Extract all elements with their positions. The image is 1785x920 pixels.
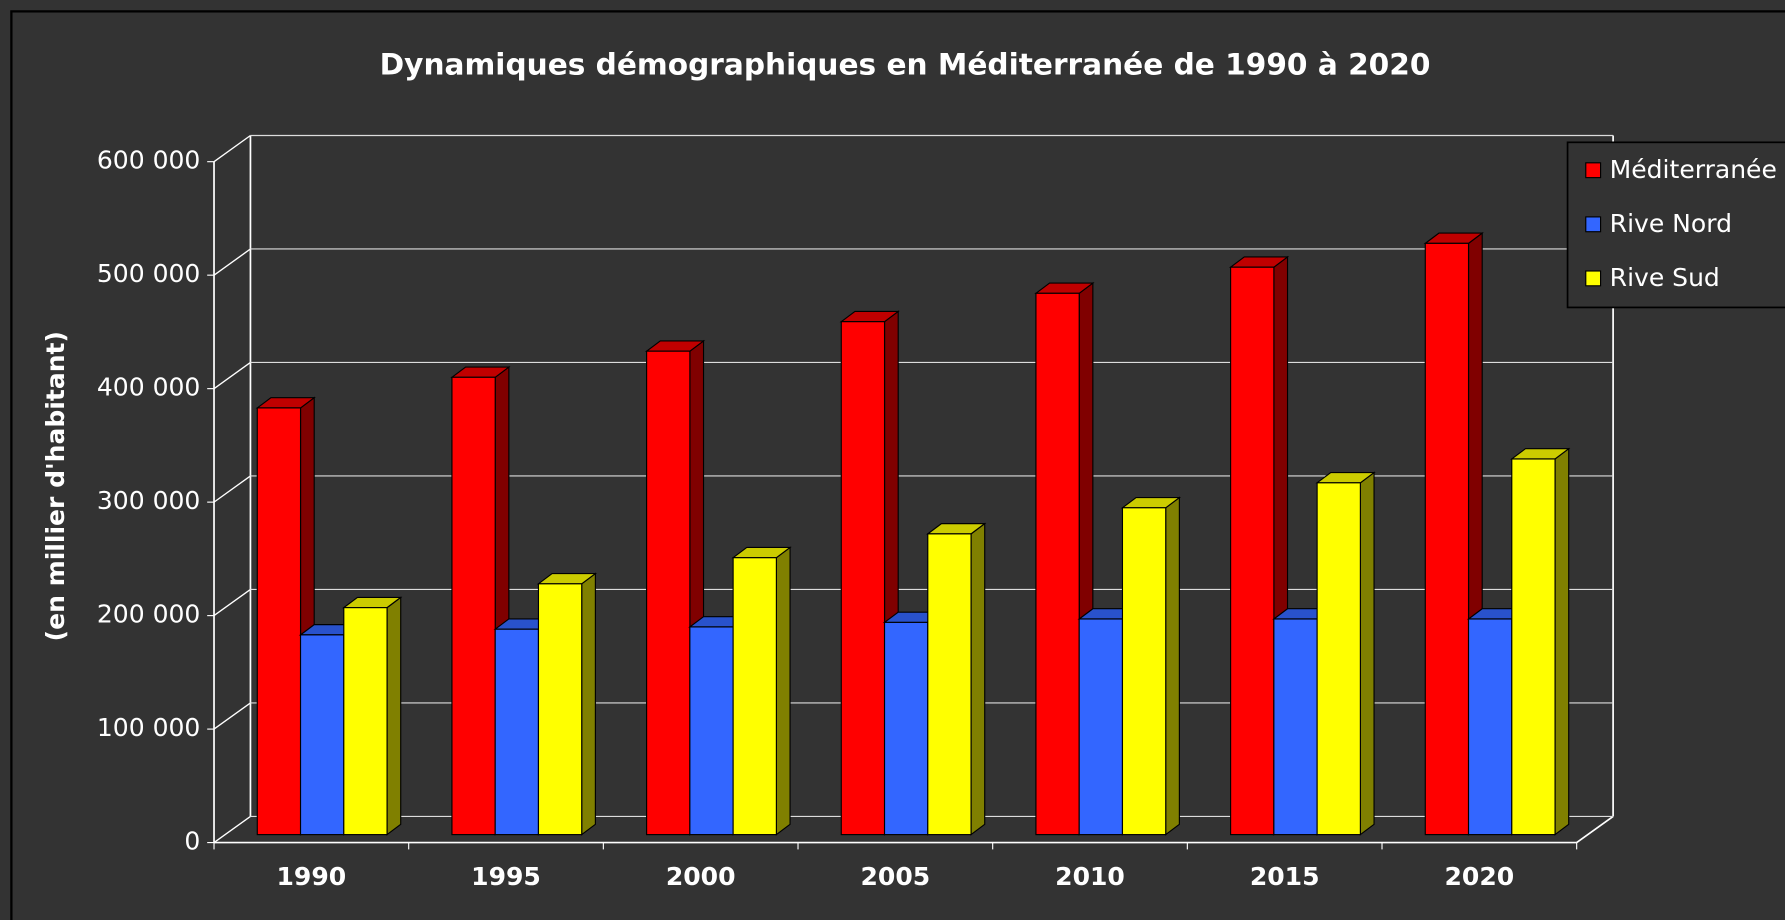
- x-tick-label: 2000: [666, 862, 736, 891]
- y-tick-label: 200 000: [97, 600, 201, 629]
- bar: [1035, 292, 1080, 836]
- bar-side: [386, 596, 402, 836]
- bar: [537, 583, 583, 836]
- bar: [927, 533, 972, 836]
- legend-swatch: [1585, 162, 1602, 179]
- bar: [494, 628, 540, 836]
- y-tick-label: 300 000: [97, 486, 201, 515]
- bar: [1121, 507, 1167, 836]
- bar: [732, 557, 777, 836]
- bar-side: [970, 522, 986, 836]
- grid-line-side: [213, 475, 251, 503]
- y-tick-label: 100 000: [97, 713, 201, 742]
- bar: [299, 634, 345, 836]
- bar: [840, 321, 886, 836]
- legend-label: Rive Nord: [1610, 209, 1732, 238]
- bar-side: [581, 572, 596, 836]
- y-tick-label: 0: [184, 827, 200, 856]
- bar: [451, 376, 496, 836]
- x-tick-label: 2015: [1250, 862, 1320, 891]
- chart-title: Dynamiques démographiques en Méditerrané…: [380, 48, 1431, 82]
- bar: [1424, 242, 1470, 836]
- bar: [1316, 482, 1361, 836]
- legend-label: Rive Sud: [1610, 263, 1720, 292]
- grid-line-side: [213, 248, 251, 276]
- x-tick-label: 2020: [1445, 862, 1515, 891]
- grid-line-side: [213, 588, 251, 617]
- bar: [256, 407, 302, 836]
- legend-swatch: [1585, 270, 1602, 287]
- grid-line-side: [213, 815, 251, 844]
- bar: [689, 626, 734, 836]
- bar: [1273, 618, 1318, 836]
- x-tick-label: 1990: [277, 862, 347, 891]
- legend-swatch: [1585, 216, 1602, 233]
- x-tick-label: 2005: [861, 862, 931, 891]
- grid-line-side: [213, 361, 251, 390]
- floor-right: [1576, 815, 1614, 844]
- bar: [883, 621, 929, 836]
- bar-side: [1165, 496, 1180, 836]
- grid-line-side: [213, 134, 251, 163]
- frame: [10, 10, 1785, 920]
- x-tick-label: 1995: [471, 862, 541, 891]
- bar: [646, 350, 691, 836]
- bar: [1078, 618, 1124, 836]
- bar-side: [775, 546, 791, 836]
- grid-line-side: [213, 702, 251, 730]
- x-tick-label: 2010: [1055, 862, 1125, 891]
- y-tick-label: 500 000: [97, 259, 201, 288]
- y-tick-label: 600 000: [97, 146, 201, 175]
- bar: [1467, 618, 1513, 836]
- bar: [343, 607, 388, 836]
- legend-box: [1566, 141, 1785, 309]
- bar: [1511, 458, 1556, 836]
- bar-side: [1359, 471, 1375, 836]
- y-axis-label: (en millier d'habitant): [41, 331, 70, 641]
- y-tick-label: 400 000: [97, 373, 201, 402]
- bar: [1230, 266, 1275, 836]
- bar-side: [1554, 447, 1570, 836]
- legend-label: Méditerranée: [1610, 155, 1777, 184]
